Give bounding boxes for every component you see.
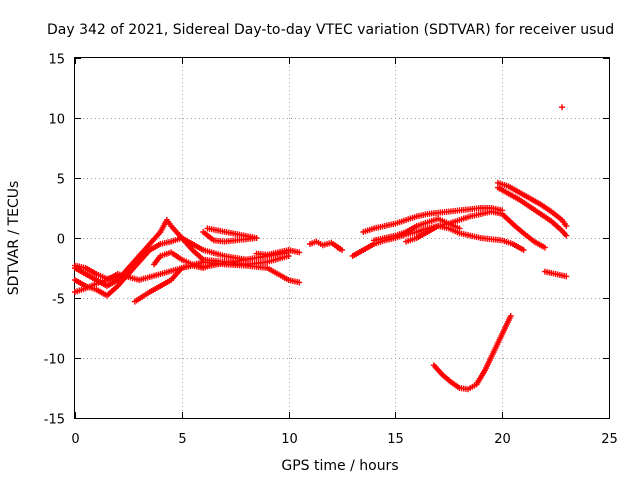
chart-title: Day 342 of 2021, Sidereal Day-to-day VTE… xyxy=(47,22,614,38)
y-tick-label: 0 xyxy=(57,233,65,248)
series-track-k xyxy=(360,205,506,235)
series-track-n xyxy=(494,179,570,229)
data-point xyxy=(334,244,341,251)
x-tick-label: 15 xyxy=(387,432,404,447)
x-axis-label: GPS time / hours xyxy=(281,458,398,474)
data-point xyxy=(285,253,292,259)
series-track-e xyxy=(72,262,121,282)
data-point xyxy=(559,104,566,111)
x-tick-label: 5 xyxy=(178,432,186,447)
series-track-o xyxy=(494,184,570,239)
data-point xyxy=(456,225,463,232)
data-point xyxy=(563,223,570,229)
x-tick-label: 20 xyxy=(494,432,511,447)
series-track-i xyxy=(306,238,345,253)
data-point xyxy=(507,313,514,319)
x-axis: 0 5 10 15 20 25 xyxy=(71,58,618,447)
data-point xyxy=(204,225,211,232)
y-tick-label: -5 xyxy=(52,293,65,308)
grid xyxy=(75,58,609,418)
data-point xyxy=(114,273,121,280)
series-track-r xyxy=(559,104,566,111)
y-axis: 15 10 5 0 -5 -10 -15 xyxy=(44,53,609,428)
series-track-g xyxy=(151,249,249,270)
series-track-q xyxy=(430,313,514,393)
y-tick-label: 5 xyxy=(57,173,65,188)
series-track-j xyxy=(349,208,548,259)
y-tick-label: -10 xyxy=(44,353,65,368)
plot-frame xyxy=(74,57,610,419)
data-point xyxy=(563,273,570,280)
x-tick-label: 25 xyxy=(601,432,618,447)
data-point xyxy=(520,247,527,253)
series-track-f xyxy=(200,225,260,245)
series-track-h xyxy=(253,247,303,258)
data-point xyxy=(242,256,249,263)
y-tick-label: 15 xyxy=(48,53,65,68)
y-tick-label: -15 xyxy=(44,413,65,428)
x-tick-label: 0 xyxy=(71,432,79,447)
series-track-m xyxy=(371,215,463,244)
data-point xyxy=(541,244,548,251)
series-track-p xyxy=(541,268,570,280)
x-tick-label: 10 xyxy=(281,432,298,447)
data-point xyxy=(563,232,570,239)
data-point xyxy=(499,207,506,214)
data-point xyxy=(296,279,303,286)
data-points xyxy=(72,104,570,393)
y-axis-label: SDTVAR / TECUs xyxy=(6,181,22,296)
data-point xyxy=(296,249,303,256)
series-track-d xyxy=(131,261,217,305)
y-tick-label: 10 xyxy=(48,113,65,128)
